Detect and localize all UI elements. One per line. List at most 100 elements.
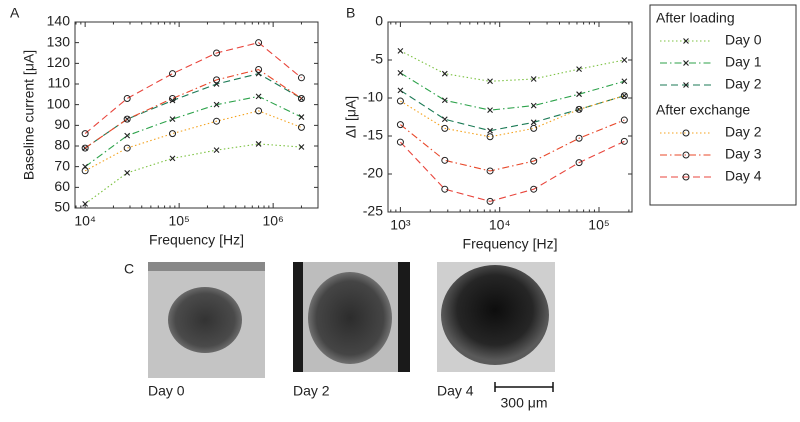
series-line: [84, 95, 302, 168]
y-tick-label: -15: [363, 127, 383, 143]
marker: [396, 121, 404, 129]
y-tick-label: -10: [363, 89, 383, 105]
spheroid: [308, 272, 392, 364]
marker: [530, 185, 538, 193]
y-tick-label: 110: [48, 75, 71, 91]
x-tick-label: 10⁵: [168, 213, 189, 229]
marker: [441, 116, 448, 123]
legend-heading: After loading: [656, 10, 735, 26]
marker: [575, 134, 583, 142]
marker: [169, 70, 177, 78]
scale-bar-label: 300 μm: [501, 395, 548, 411]
marker: [621, 57, 628, 63]
y-tick-label: 70: [54, 157, 70, 173]
marker: [486, 197, 494, 205]
x-tick-label: 10⁴: [489, 217, 511, 233]
marker: [530, 124, 538, 132]
x-tick-label: 10⁵: [588, 217, 609, 233]
line-chart: 50 60 70 80 90 100 110 120 130 140 10⁴ 10⁵ 10⁶ Freque…: [10, 5, 319, 248]
series-line: [84, 68, 302, 149]
series-line: [400, 119, 625, 172]
marker: [81, 130, 89, 138]
marker: [81, 144, 89, 152]
marker: [213, 147, 220, 154]
marker: [530, 102, 537, 109]
marker: [487, 127, 493, 134]
marker: [124, 132, 131, 139]
marker: [576, 106, 582, 113]
x-tick-label: 10⁴: [74, 213, 96, 229]
image-label: Day 2: [293, 383, 330, 399]
marker: [575, 159, 583, 167]
legend-label: Day 2: [725, 124, 762, 140]
y-tick-label: -5: [371, 51, 384, 67]
image-label: Day 4: [437, 383, 474, 399]
series-line: [84, 42, 302, 135]
marker: [123, 144, 131, 152]
marker: [297, 123, 305, 131]
marker: [124, 169, 131, 176]
marker: [486, 167, 494, 175]
legend-marker: [683, 60, 689, 66]
marker: [213, 49, 221, 57]
series-line: [84, 110, 302, 172]
micrographs: C Day 0 Day 2 Day 4 300 μm: [124, 261, 555, 411]
x-axis-label: Frequency [Hz]: [463, 236, 558, 252]
marker: [298, 144, 305, 150]
y-tick-label: -25: [363, 203, 383, 219]
marker: [620, 92, 628, 100]
marker: [169, 155, 176, 162]
line-chart: -25 -20 -15 -10 -5 0 10³ 10⁴ 10⁵ Frequency [Hz] ΔI…: [343, 5, 633, 252]
series-line: [400, 95, 625, 138]
marker: [441, 156, 449, 164]
marker: [397, 70, 404, 76]
panel-label: C: [124, 261, 134, 277]
y-tick-label: 60: [54, 178, 70, 194]
marker: [487, 78, 493, 85]
marker: [123, 94, 131, 102]
marker: [530, 119, 537, 126]
channel-edge: [398, 262, 410, 372]
marker: [255, 107, 263, 115]
legend-label: Day 0: [725, 32, 762, 48]
marker: [621, 78, 628, 85]
marker: [486, 133, 494, 141]
marker: [576, 66, 582, 73]
legend-marker: [683, 82, 689, 88]
y-tick-label: 90: [54, 116, 70, 132]
series-line: [400, 72, 625, 111]
legend-label: Day 3: [725, 146, 762, 162]
marker: [487, 107, 493, 114]
spheroid: [441, 265, 549, 365]
legend-marker: [683, 38, 689, 44]
marker: [620, 116, 628, 124]
channel-edge: [293, 262, 303, 372]
marker: [576, 91, 582, 98]
y-tick-label: 100: [47, 95, 71, 111]
legend-label: Day 1: [725, 54, 762, 70]
legend-heading: After exchange: [656, 102, 750, 118]
marker: [441, 124, 449, 132]
plot-frame: [74, 21, 319, 209]
scale-bar: [494, 382, 554, 392]
y-axis-label: Baseline current [μA]: [21, 50, 37, 180]
spheroid: [168, 287, 242, 353]
panel-label: B: [346, 5, 355, 21]
x-axis-label: Frequency [Hz]: [149, 232, 244, 248]
y-tick-label: 140: [47, 13, 71, 29]
marker: [213, 101, 220, 108]
y-tick-label: 80: [54, 137, 70, 153]
x-tick-label: 10⁶: [262, 213, 283, 229]
marker: [530, 157, 538, 165]
marker: [396, 138, 404, 146]
legend-marker: [682, 151, 690, 159]
y-tick-label: 50: [54, 199, 70, 215]
channel-edge: [148, 262, 265, 271]
marker: [169, 97, 176, 104]
y-axis-label: ΔI [μA]: [343, 96, 359, 138]
marker: [255, 141, 262, 147]
marker: [620, 137, 628, 145]
marker: [530, 76, 537, 82]
legend-label: Day 2: [725, 76, 762, 92]
